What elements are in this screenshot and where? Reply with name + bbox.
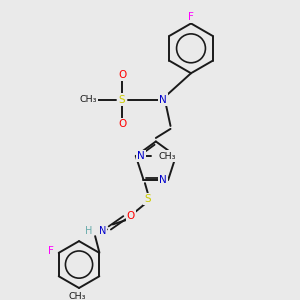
Text: F: F [49, 246, 54, 256]
Text: O: O [118, 119, 126, 130]
Text: N: N [167, 151, 175, 161]
Text: CH₃: CH₃ [80, 95, 97, 104]
Text: N: N [159, 94, 167, 105]
Text: CH₃: CH₃ [159, 152, 176, 160]
Text: N: N [159, 175, 167, 184]
Text: N: N [137, 151, 145, 161]
Text: N: N [99, 226, 106, 236]
Text: H: H [85, 226, 92, 236]
Text: S: S [119, 94, 125, 105]
Text: O: O [118, 70, 126, 80]
Text: F: F [188, 12, 194, 22]
Text: O: O [127, 211, 135, 221]
Text: CH₃: CH₃ [69, 292, 86, 300]
Text: S: S [145, 194, 151, 204]
